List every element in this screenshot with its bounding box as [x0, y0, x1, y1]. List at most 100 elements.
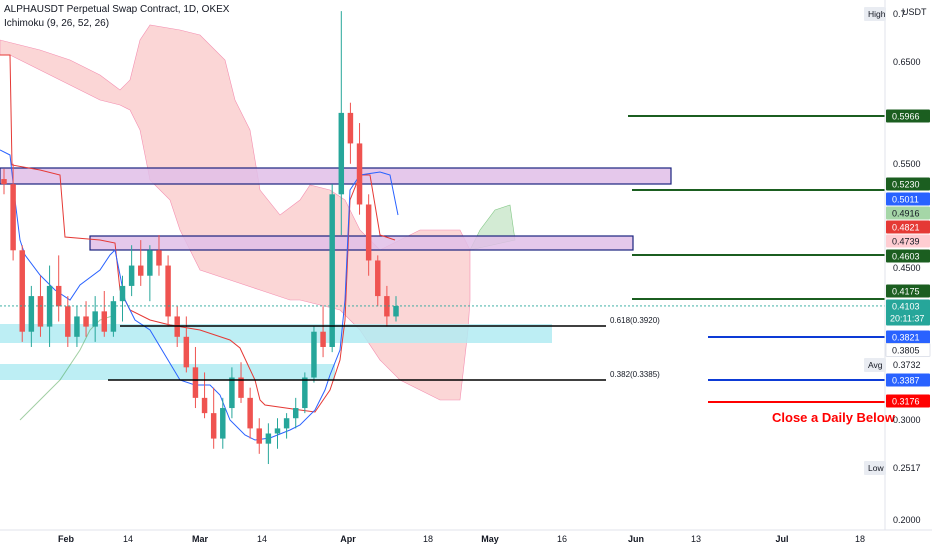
badge-level-05230: [886, 177, 930, 191]
candle-down: [183, 336, 190, 368]
candle-down: [19, 250, 25, 332]
candle-down: [238, 377, 244, 398]
candle-down: [375, 260, 381, 297]
badge-level-05966-value: 0.5966: [892, 112, 920, 122]
y-tick-label: 0.2000: [893, 515, 921, 525]
candle-down: [37, 296, 44, 327]
candle-down: [156, 250, 162, 266]
price-badges: High 0.7 0.5966 0.5230 0.5011 0.4916 0.4821 0.4…: [864, 7, 931, 475]
resistance-zone-lower: [89, 235, 634, 251]
badge-level-03176: [886, 394, 930, 408]
candle-down: [83, 316, 89, 327]
x-tick-label: 13: [691, 534, 701, 544]
x-tick-label: Feb: [58, 534, 75, 544]
candle-down: [192, 367, 199, 398]
candle-up: [302, 377, 308, 409]
x-tick-label: 14: [123, 534, 133, 544]
badge-low-value: 0.2517: [893, 463, 921, 473]
tenkan-line: [0, 149, 399, 441]
x-tick-label: Jul: [775, 534, 788, 544]
x-tick-label: May: [481, 534, 499, 544]
badge-level-05966: [886, 109, 930, 123]
candle-down: [384, 296, 390, 317]
badge-ichimoku-05011: [886, 192, 930, 206]
badge-high-label: High: [868, 9, 886, 19]
y-tick-label: 0.5500: [893, 159, 921, 169]
badge-ichimoku-03805: [885, 343, 931, 357]
x-tick-label: 16: [557, 534, 567, 544]
chikou-line: [19, 314, 116, 421]
badge-last-price-countdown: 20:11:37: [890, 314, 924, 324]
candle-down: [138, 265, 144, 276]
candle-up: [329, 194, 335, 347]
badge-level-04603: [886, 249, 930, 263]
stop-note-label: Close a Daily Below: [772, 410, 896, 425]
badge-level-03387-value: 0.3387: [892, 376, 920, 386]
badge-level-04175: [886, 284, 930, 298]
badge-ichimoku-04821: [886, 220, 930, 234]
badge-level-03821-value: 0.3821: [892, 333, 920, 343]
badge-level-03176-value: 0.3176: [892, 397, 920, 407]
badge-high-value: 0.7: [893, 9, 906, 19]
badge-last-price: [886, 299, 930, 326]
y-tick-label: 0.3000: [893, 415, 921, 425]
x-tick-label: Jun: [628, 534, 644, 544]
x-tick-label: 18: [855, 534, 865, 544]
badge-ichimoku-05011-value: 0.5011: [892, 195, 919, 205]
candle-up: [110, 301, 117, 332]
candle-down: [65, 306, 71, 337]
currency-label: USDT: [902, 7, 927, 17]
badge-level-03387: [886, 373, 930, 387]
badge-ichimoku-03805-value: 0.3805: [892, 346, 920, 356]
candle-up: [220, 408, 226, 439]
candle-down: [347, 112, 354, 144]
x-tick-label: Mar: [192, 534, 209, 544]
kijun-line: [0, 54, 396, 413]
horizontal-levels: 0.618(0.3920) 0.382(0.3385) Close a Daily …: [0, 115, 896, 425]
badge-low-label: Low: [868, 463, 884, 473]
badge-level-05230-value: 0.5230: [892, 180, 920, 190]
badge-level-04603-value: 0.4603: [892, 252, 920, 262]
candle-up: [147, 250, 153, 276]
candle-up: [292, 408, 299, 419]
badge-avg-label: Avg: [868, 360, 883, 370]
candle-up: [229, 377, 235, 409]
support-zone-lower: [0, 364, 335, 380]
badge-low-tag: [864, 461, 886, 475]
candle-up: [119, 285, 126, 302]
candle-down: [256, 428, 262, 444]
candle-up: [92, 311, 98, 327]
candle-down: [356, 143, 363, 205]
candle-down: [10, 184, 16, 251]
candle-up: [283, 418, 290, 429]
badge-ichimoku-04821-value: 0.4821: [892, 223, 920, 233]
y-tick-label: 0.4500: [893, 263, 921, 273]
ichimoku-lines: [0, 54, 399, 441]
badge-last-price-value: 0.4103: [892, 302, 920, 312]
badge-ichimoku-04739-value: 0.4739: [892, 237, 920, 247]
indicator-label[interactable]: Ichimoku (9, 26, 52, 26): [4, 18, 110, 29]
chart-title: ALPHAUSDT Perpetual Swap Contract, 1D, O…: [4, 4, 230, 15]
candle-up: [128, 265, 135, 286]
candle-up: [338, 112, 345, 195]
badge-ichimoku-04916-value: 0.4916: [892, 209, 920, 219]
badge-ichimoku-04916: [886, 206, 930, 220]
candle-up: [265, 433, 272, 444]
badge-level-03821: [886, 330, 930, 344]
candle-up: [28, 296, 35, 332]
badge-avg-value: 0.3732: [893, 360, 921, 370]
price-axis[interactable]: 0.6500 0.5500 0.4500 0.3000 0.2000 USDT: [884, 0, 927, 530]
resistance-zone-upper: [0, 167, 672, 185]
time-axis[interactable]: Feb 14 Mar 14 Apr 18 May 16 Jun 13 Jul 18: [0, 529, 932, 544]
candle-down: [320, 331, 326, 347]
candlestick-series: [1, 11, 399, 465]
x-tick-label: Apr: [340, 534, 356, 544]
x-tick-label: 14: [257, 534, 267, 544]
y-tick-label: 0.6500: [893, 57, 921, 67]
candle-down: [201, 397, 208, 414]
candle-up: [74, 316, 80, 337]
candle-up: [393, 305, 399, 317]
fib-382-label: 0.382(0.3385): [610, 370, 660, 379]
candle-down: [247, 397, 253, 429]
